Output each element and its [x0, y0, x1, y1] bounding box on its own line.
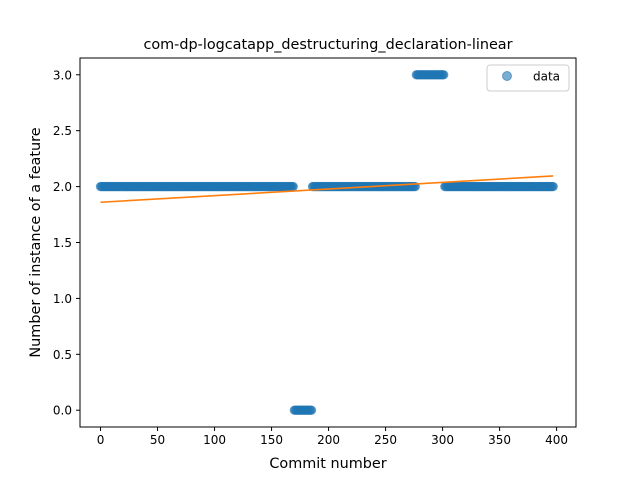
x-tick-label: 200 — [317, 433, 340, 447]
y-axis: 0.0 0.5 1.0 1.5 2.0 2.5 3.0 — [53, 68, 80, 418]
x-tick-label: 350 — [488, 433, 511, 447]
y-tick-label: 0.5 — [53, 348, 72, 362]
y-tick-label: 0.0 — [53, 404, 72, 418]
data-point — [306, 405, 317, 415]
legend: data — [486, 64, 570, 92]
legend-label-data: data — [533, 70, 560, 84]
x-tick-label: 100 — [203, 433, 226, 447]
chart-title: com-dp-logcatapp_destructuring_declarati… — [143, 37, 512, 53]
data-point — [288, 181, 298, 192]
y-tick-label: 3.0 — [53, 68, 72, 82]
x-tick-label: 50 — [150, 433, 165, 447]
x-tick-label: 400 — [545, 433, 568, 447]
y-tick-label: 1.0 — [53, 292, 72, 306]
data-point — [548, 181, 558, 192]
x-axis: 0 50 100 150 200 250 300 350 400 — [97, 427, 568, 447]
y-axis-label: Number of instance of a feature — [28, 127, 44, 357]
y-tick-label: 2.0 — [53, 180, 72, 194]
legend-marker-data — [502, 71, 512, 81]
x-tick-label: 250 — [374, 433, 397, 447]
x-tick-label: 0 — [97, 433, 105, 447]
x-tick-label: 300 — [431, 433, 454, 447]
fit-line — [100, 175, 554, 204]
data-layer — [95, 70, 558, 415]
data-point — [439, 70, 449, 80]
y-tick-label: 1.5 — [53, 236, 72, 250]
y-tick-label: 2.5 — [53, 124, 72, 138]
x-tick-label: 150 — [260, 433, 283, 447]
x-axis-label: Commit number — [269, 456, 386, 472]
